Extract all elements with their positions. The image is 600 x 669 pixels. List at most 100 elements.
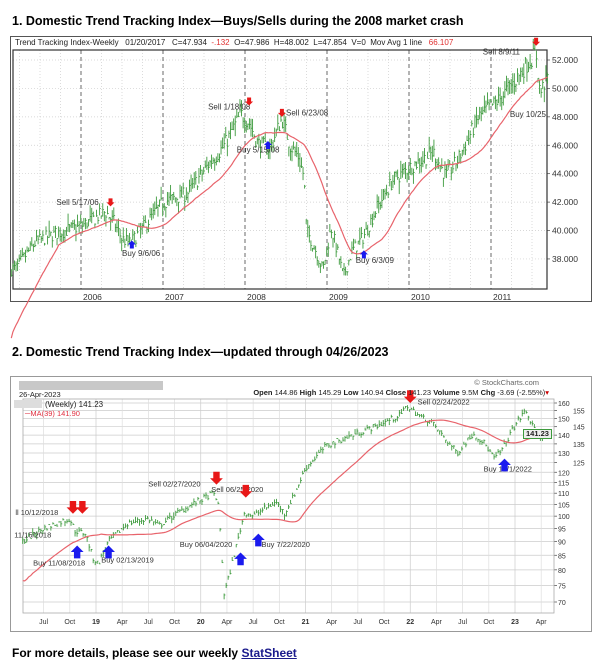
y-tick-label: 48.000 (552, 112, 578, 122)
down-triangle-icon: ▾ (545, 388, 549, 397)
buy-arrow-icon (127, 240, 136, 249)
x-tick-label: Apr (431, 619, 443, 626)
buy-arrow-icon (70, 545, 84, 559)
chart1-ma-value: 66.107 (428, 38, 454, 47)
chart1-date: 01/20/2017 (125, 38, 166, 47)
plot-border (12, 49, 548, 290)
x-tick-label: 19 (92, 619, 100, 626)
y-tick-label: 70 (558, 600, 566, 607)
y-tick-label: 38.000 (552, 254, 578, 264)
x-tick-label: Apr (117, 619, 129, 626)
chart1-open: O=47.986 (234, 38, 270, 47)
y-tick-label: 125 (573, 460, 585, 467)
chart2-ma-value: MA(39) 141.90 (30, 409, 80, 418)
chart1-close: C=47.934 (172, 38, 207, 47)
y-tick-label: 85 (558, 553, 566, 560)
signal-label: Sell 5/17/06 (56, 198, 99, 207)
chart2-series-label: (Weekly) 141.23 (45, 400, 104, 409)
y-tick-label: 40.000 (552, 226, 578, 236)
y-tick-label: 160 (558, 401, 570, 408)
chart-trend-index-2008: 38.000 40.000 42.000 44.000 46.000 48.000 50.0… (10, 36, 592, 339)
sell-arrow-icon (66, 500, 80, 514)
plot-border (22, 398, 555, 614)
stockcharts-watermark: © StockCharts.com (474, 378, 539, 387)
chart1-volume: V=0 (351, 38, 366, 47)
last-price-tag: 141.23 (523, 429, 552, 439)
ma-legend-line-icon: ─ (25, 409, 31, 418)
volume-label: Volume (433, 388, 460, 397)
moving-average-line (10, 76, 548, 339)
x-tick-label: Jul (144, 619, 153, 626)
signal-label: Buy 5/15/08 (237, 145, 280, 154)
y-tick-label: 110 (558, 491, 569, 498)
sell-arrow-icon (75, 500, 89, 514)
redacted-series-name (14, 400, 42, 408)
sell-arrow-icon (239, 484, 253, 498)
x-tick-label: 2006 (83, 292, 102, 302)
buy-arrow-icon (498, 458, 511, 472)
section1-title: 1. Domestic Trend Tracking Index—Buys/Se… (12, 14, 464, 28)
y-tick-label: 42.000 (552, 197, 578, 207)
y-tick-label: 100 (558, 514, 570, 521)
x-tick-label: Apr (221, 619, 233, 626)
statsheet-link[interactable]: StatSheet (241, 646, 297, 660)
chart1-low: L=47.854 (313, 38, 347, 47)
x-tick-label: Jul (458, 619, 467, 626)
low-label: Low (343, 388, 359, 397)
high-value: 145.29 (318, 388, 342, 397)
low-value: 140.94 (360, 388, 384, 397)
moving-average-line (22, 419, 549, 582)
y-tick-label: 135 (573, 442, 585, 449)
high-label: High (299, 388, 317, 397)
signal-label: Buy 06/04/2020 (180, 540, 233, 549)
y-tick-label: 95 (558, 526, 566, 533)
x-tick-label: 21 (302, 619, 310, 626)
y-tick-label: 120 (558, 470, 570, 477)
sell-arrow-icon (245, 97, 254, 106)
chart1-header: Trend Tracking Index-Weekly 01/20/2017 C… (15, 38, 453, 47)
signal-label: Sell 02/27/2020 (148, 480, 200, 489)
x-tick-label: Jul (353, 619, 362, 626)
x-tick-label: Oct (379, 619, 390, 626)
chart1-canvas: 38.000 40.000 42.000 44.000 46.000 48.000 50.0… (10, 37, 578, 339)
x-tick-label: Oct (274, 619, 285, 626)
buy-arrow-icon (251, 533, 265, 547)
signal-label: Sell 1/18/08 (208, 103, 251, 112)
buy-arrow-icon (234, 552, 247, 566)
signal-label: Sell 8/9/11 (483, 47, 521, 56)
x-tick-label: Jul (249, 619, 258, 626)
signal-label: Buy 02/13/2019 (101, 555, 154, 564)
chart2-ma-label: ─MA(39) 141.90 (25, 410, 80, 418)
y-tick-label: 90 (558, 540, 566, 547)
redacted-title-bar (19, 381, 163, 390)
signal-label: Buy 11/08/2018 (33, 558, 85, 567)
x-tick-label: 23 (511, 619, 519, 626)
buy-arrow-icon (359, 250, 368, 259)
y-tick-label: 44.000 (552, 169, 578, 179)
y-tick-label: 155 (573, 409, 585, 416)
buy-arrow-icon (102, 545, 115, 559)
y-tick-label: 140 (558, 433, 570, 440)
x-tick-label: 2008 (247, 292, 266, 302)
y-tick-label: 145 (573, 425, 585, 432)
chart1-high: H=48.002 (273, 38, 309, 47)
chart1-name: Trend Tracking Index-Weekly (15, 38, 119, 47)
footer-label: For more details, please see our weekly (12, 646, 242, 660)
x-tick-label: 2007 (165, 292, 184, 302)
signal-label: Buy 9/6/06 (122, 249, 161, 258)
sell-arrow-icon (403, 390, 417, 403)
chg-label: Chg (480, 388, 496, 397)
chart2-date: 26-Apr-2023 (19, 390, 61, 399)
x-tick-label: Apr (536, 619, 548, 626)
signal-label: Buy 7/22/2020 (262, 540, 310, 549)
x-tick-label: 2011 (493, 292, 512, 302)
signal-label: Buy 10/25 (510, 110, 547, 119)
chart2-canvas: 7075808590951001051101151201251301351401… (14, 390, 585, 626)
x-tick-label: 20 (197, 619, 205, 626)
y-tick-label: 105 (558, 502, 570, 509)
y-tick-label: 50.000 (552, 83, 578, 93)
x-tick-label: 2009 (329, 292, 348, 302)
sell-arrow-icon (210, 471, 223, 485)
chart1-ma-label: Mov Avg 1 line (370, 38, 423, 47)
y-tick-label: 75 (558, 583, 566, 590)
